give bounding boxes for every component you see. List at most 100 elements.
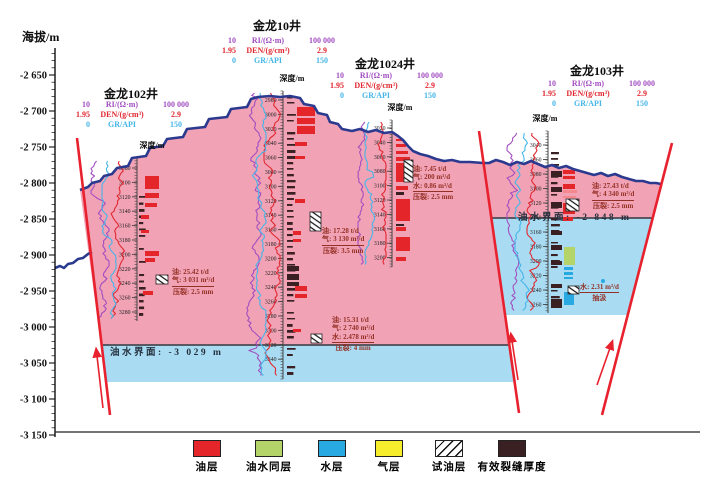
log-curve-header: 10 RI/(Ω·m) 100 000 1.95 DEN/(g/cm³) 2.9 0 GR/A… [64,100,198,130]
fracture-bar [287,274,299,280]
depth-tick-label: 3260 [265,300,277,306]
fracture-bar [551,231,562,235]
well-name: 金龙10井 [252,19,302,33]
fracture-bar [287,204,293,206]
elevation-tick-label: -2 850 [20,215,47,226]
depth-tick-label: 3140 [530,216,542,222]
elevation-tick-label: -2 900 [20,251,47,262]
oil_layer-bar [145,193,159,198]
depth-tick-label: 3100 [119,180,131,186]
fracture-bar [551,224,560,227]
fracture-bar [551,182,558,185]
annotation-line: 压裂: 3.5 mm [323,246,364,255]
header-row-ri: 10 RI/(Ω·m) 100 000 [64,100,198,110]
annotation-line: 气: 4 340 m³/d [592,190,635,199]
fault-left [75,137,112,416]
oil_layer-bar [295,156,305,159]
den-curve [110,160,126,319]
annotation-rates: 油: 15.31 t/d 气: 2 740 m³/d 水: 2.478 m³/d [332,316,375,344]
oil_layer-bar [396,144,406,147]
fracture-bar [287,312,294,314]
legend-label: 油水同层 [246,462,292,473]
scale-min: 10 [82,100,90,109]
oil_layer-bar [141,230,149,233]
depth-tick-label: 3020 [265,127,277,133]
production-annotation: 水: 2.31 m³/d 抽汲 [580,283,619,303]
legend-swatch-oil_layer [193,440,221,457]
fracture-bar [287,336,294,339]
curve-name: DEN/(g/cm³) [100,110,144,119]
well-name: 金龙102井 [103,87,159,101]
fracture-bar [396,224,404,226]
annotation-method: 压裂: 4 mm [332,343,374,352]
well-name: 金龙103井 [569,64,625,78]
scale-min: 1.95 [222,46,236,55]
fracture-bar [287,156,296,159]
water-dot [601,279,605,283]
fracture-bar [287,330,296,333]
annotation-method: 抽汲 [580,293,619,302]
curve-name: DEN/(g/cm³) [246,46,290,55]
fracture-bar [287,150,296,153]
log-curve-header: 10 RI/(Ω·m) 100 000 1.95 DEN/(g/cm³) 2.9 0 GR/A… [318,71,452,101]
depth-tick-label: 3280 [119,310,131,316]
annotation-line: 压裂: 4 mm [335,344,371,353]
depth-tick-label: 3120 [374,198,386,204]
depth-tick-label: 3200 [265,256,277,262]
test-interval-symbol [567,285,580,295]
annotation-line: 抽汲 [592,294,607,303]
annotation-line: 气: 3 130 m³/d [322,235,365,244]
fracture-bar [287,162,294,165]
elevation-tick-label: -3 100 [20,395,47,406]
elevation-tick-label: -3 150 [20,431,47,442]
annotation-rates: 油: 7.45 t/d 气: 200 m³/d 水: 0.86 m³/d [413,165,454,193]
scale-min: 0 [232,56,236,65]
scale-max: 100 000 [309,36,335,45]
fracture-bar [139,300,144,303]
curve-name: RI/(Ω·m) [105,100,139,109]
fracture-bar [287,246,293,248]
depth-tick-label: 3180 [119,238,131,244]
fracture-bar [551,245,562,250]
fracture-bar [287,240,294,242]
fault-middle [477,130,521,414]
fracture-bar [139,306,145,310]
depth-tick-label: 2980 [265,98,277,104]
oil_water_layer-bar [564,247,575,265]
scale-min: 10 [548,79,556,88]
annotation-line: 水: 2.478 m³/d [332,332,375,341]
oil_layer-bar [563,184,575,189]
fracture-bar [287,210,294,212]
fracture-bar [287,266,299,271]
water_layer-bar [564,267,573,270]
fracture-bar [551,152,559,155]
oil_layer-bar [396,227,406,231]
oil_layer-bar [396,157,410,161]
oil_layer-bar [297,107,315,116]
oil-water-contact-label-main: 油水界面: -3 029 m [110,348,224,358]
annotation-line: 油: 7.45 t/d [413,165,447,173]
fracture-bar [139,209,145,212]
curve-name: DEN/(g/cm³) [566,89,610,98]
oil_layer-bar [143,291,153,295]
fracture-bar [396,192,404,195]
fracture-bar [287,138,294,140]
fracture-bar [287,324,293,327]
annotation-rates: 油: 27.43 t/d 气: 4 340 m³/d [592,182,635,201]
light_red-bar [563,190,577,193]
depth-tick-label: 3080 [265,170,277,176]
oil_layer-bar [563,170,575,174]
ri-curve [357,121,366,265]
gr-curve [251,92,267,376]
legend-label: 气层 [377,462,401,473]
log-curve-header: 10 RI/(Ω·m) 100 000 1.95 DEN/(g/cm³) 2.9 0 GR/A… [530,79,664,109]
fracture-bar [287,174,294,177]
fracture-bar [287,114,296,116]
annotation-line: 气: 200 m³/d [413,173,451,182]
depth-tick-label: 3220 [265,271,277,277]
header-row-den: 1.95 DEN/(g/cm³) 2.9 [530,89,664,99]
annotation-rates: 油: 17.28 t/d 气: 3 130 m³/d [322,227,365,246]
fracture-bar [551,261,562,265]
fracture-bar [139,287,146,290]
